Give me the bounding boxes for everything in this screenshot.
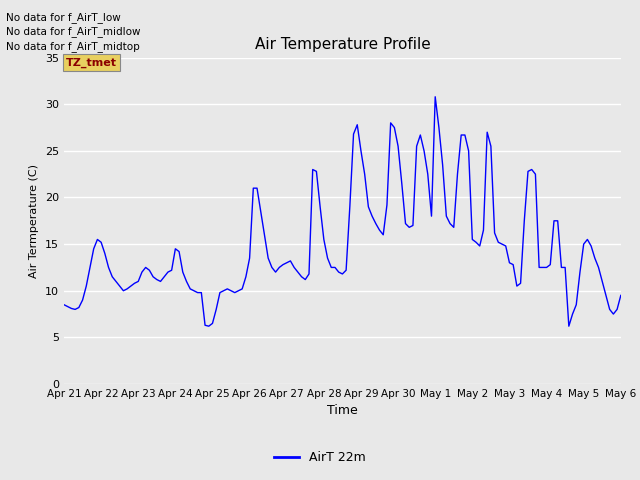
Legend: AirT 22m: AirT 22m <box>269 446 371 469</box>
Text: TZ_tmet: TZ_tmet <box>66 58 117 68</box>
X-axis label: Time: Time <box>327 405 358 418</box>
Text: No data for f_AirT_low: No data for f_AirT_low <box>6 12 121 23</box>
Text: No data for f_AirT_midlow: No data for f_AirT_midlow <box>6 26 141 37</box>
Text: No data for f_AirT_midtop: No data for f_AirT_midtop <box>6 41 140 52</box>
Y-axis label: Air Termperature (C): Air Termperature (C) <box>29 164 40 278</box>
Title: Air Temperature Profile: Air Temperature Profile <box>255 37 430 52</box>
